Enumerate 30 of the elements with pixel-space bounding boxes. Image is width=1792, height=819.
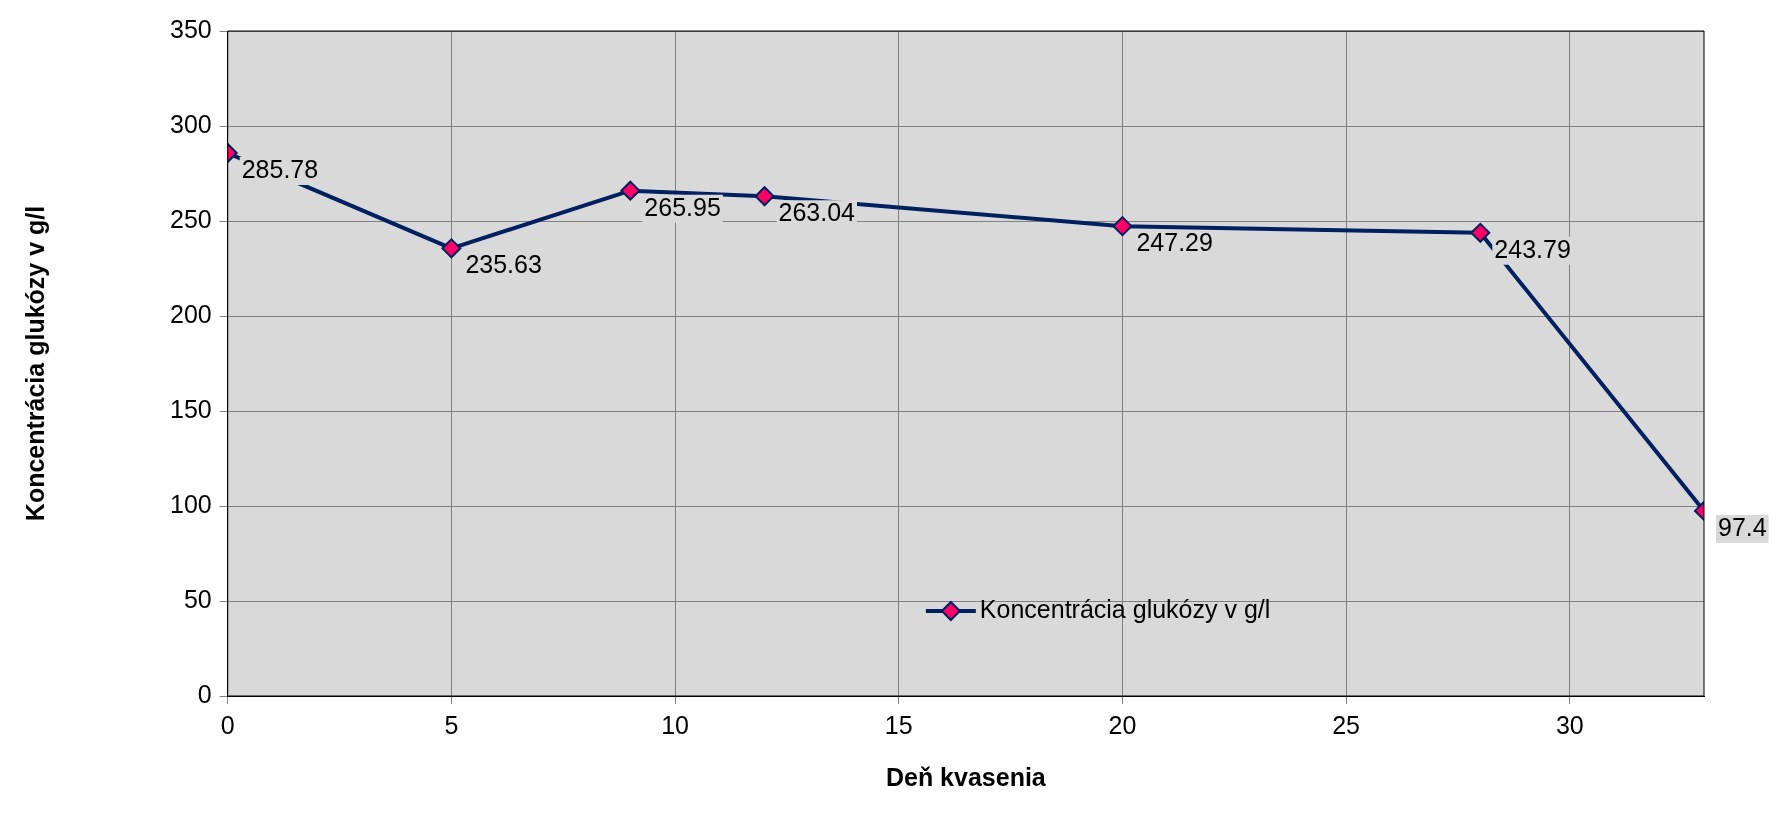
x-tick-label: 15 bbox=[884, 710, 913, 739]
point bbox=[620, 180, 641, 201]
y-tick-label: 350 bbox=[169, 14, 212, 43]
point bbox=[1112, 216, 1133, 237]
data-label: 97.4 bbox=[1718, 512, 1767, 541]
y-tick-label: 200 bbox=[169, 299, 212, 328]
y-tick-label: 50 bbox=[183, 584, 212, 613]
point bbox=[441, 238, 462, 259]
y-axis-title: Koncentrácia glukózy v g/l bbox=[20, 205, 49, 522]
point bbox=[754, 186, 775, 207]
data-label: 247.29 bbox=[1136, 228, 1213, 257]
x-tick-label: 5 bbox=[444, 710, 459, 739]
y-tick-label: 300 bbox=[169, 109, 212, 138]
x-tick-label: 10 bbox=[661, 710, 689, 739]
x-tick-label: 25 bbox=[1332, 710, 1361, 739]
y-tick-label: 250 bbox=[169, 204, 212, 233]
data-label: 235.63 bbox=[465, 250, 542, 279]
point bbox=[1470, 222, 1491, 243]
data-label: 285.78 bbox=[241, 154, 319, 183]
y-tick-label: 150 bbox=[169, 394, 212, 423]
y-tick-label: 100 bbox=[169, 489, 212, 518]
x-tick-label: 20 bbox=[1108, 710, 1137, 739]
y-tick-label: 0 bbox=[197, 679, 212, 708]
x-tick-label: 0 bbox=[220, 710, 235, 739]
data-label: 265.95 bbox=[644, 192, 721, 221]
data-label: 243.79 bbox=[1494, 234, 1571, 263]
x-tick-label: 30 bbox=[1555, 710, 1584, 739]
legend-label: Koncentrácia glukózy v g/l bbox=[979, 594, 1271, 623]
data-label: 263.04 bbox=[778, 198, 856, 227]
x-axis-title: Deň kvasenia bbox=[885, 762, 1047, 791]
